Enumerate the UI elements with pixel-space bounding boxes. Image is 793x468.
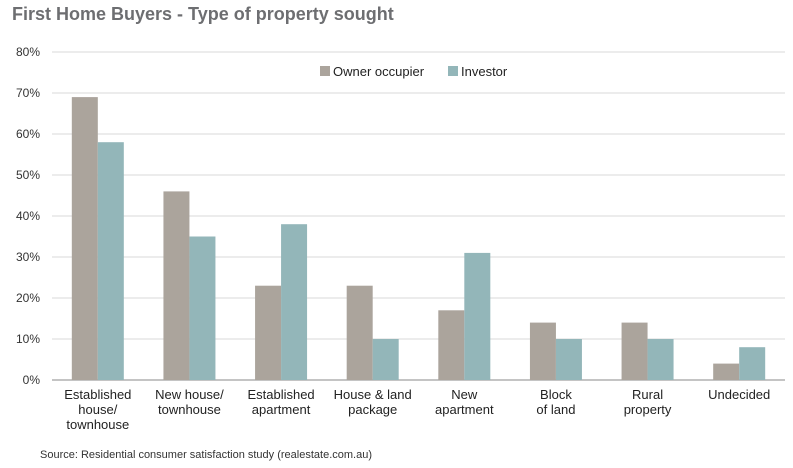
y-tick-label: 40% (16, 209, 40, 223)
legend-label: Investor (461, 64, 508, 79)
y-tick-label: 60% (16, 127, 40, 141)
legend-swatch (320, 66, 330, 76)
bar-investor (555, 339, 582, 380)
bar-owner-occupier (71, 97, 98, 380)
bars (71, 97, 766, 380)
y-tick-label: 20% (16, 291, 40, 305)
y-tick-label: 30% (16, 250, 40, 264)
y-tick-label: 50% (16, 168, 40, 182)
x-category-label: Established apartment (247, 387, 314, 417)
bar-investor (647, 339, 674, 380)
chart-title: First Home Buyers - Type of property sou… (12, 4, 394, 24)
bar-investor (372, 339, 399, 380)
grid-lines (52, 51, 785, 381)
bar-chart: 0% 10% 20% 30% 40% 50% 60% 70% 80% Established ho… (16, 45, 785, 432)
y-tick-label: 0% (23, 373, 41, 387)
y-tick-label: 70% (16, 86, 40, 100)
bar-investor (281, 224, 308, 380)
legend: Owner occupier Investor (320, 64, 508, 79)
x-category-label: New apartment (435, 387, 494, 417)
bar-investor (739, 347, 766, 380)
bar-owner-occupier (713, 363, 740, 380)
legend-label: Owner occupier (333, 64, 425, 79)
y-tick-label: 80% (16, 45, 40, 59)
source-note: Source: Residential consumer satisfactio… (40, 449, 372, 461)
x-category-label: House & land package (334, 387, 412, 417)
x-category-label: Established house/townhouse (64, 387, 131, 432)
bar-owner-occupier (621, 322, 648, 380)
bar-owner-occupier (346, 285, 373, 380)
bar-owner-occupier (163, 191, 190, 380)
y-tick-label: 10% (16, 332, 40, 346)
y-axis-ticks: 0% 10% 20% 30% 40% 50% 60% 70% 80% (16, 45, 40, 387)
bar-owner-occupier (255, 285, 282, 380)
x-category-label: New house/townhouse (155, 387, 224, 417)
bar-investor (464, 252, 491, 380)
bar-owner-occupier (529, 322, 556, 380)
x-axis-labels: Established house/townhouse New house/town… (64, 387, 770, 432)
bar-owner-occupier (438, 310, 465, 380)
x-category-label: Rural property (624, 387, 672, 417)
bar-investor (97, 142, 124, 380)
legend-swatch (448, 66, 458, 76)
x-category-label: Undecided (708, 387, 770, 402)
bar-investor (189, 236, 216, 380)
x-category-label: Block of land (536, 387, 575, 417)
